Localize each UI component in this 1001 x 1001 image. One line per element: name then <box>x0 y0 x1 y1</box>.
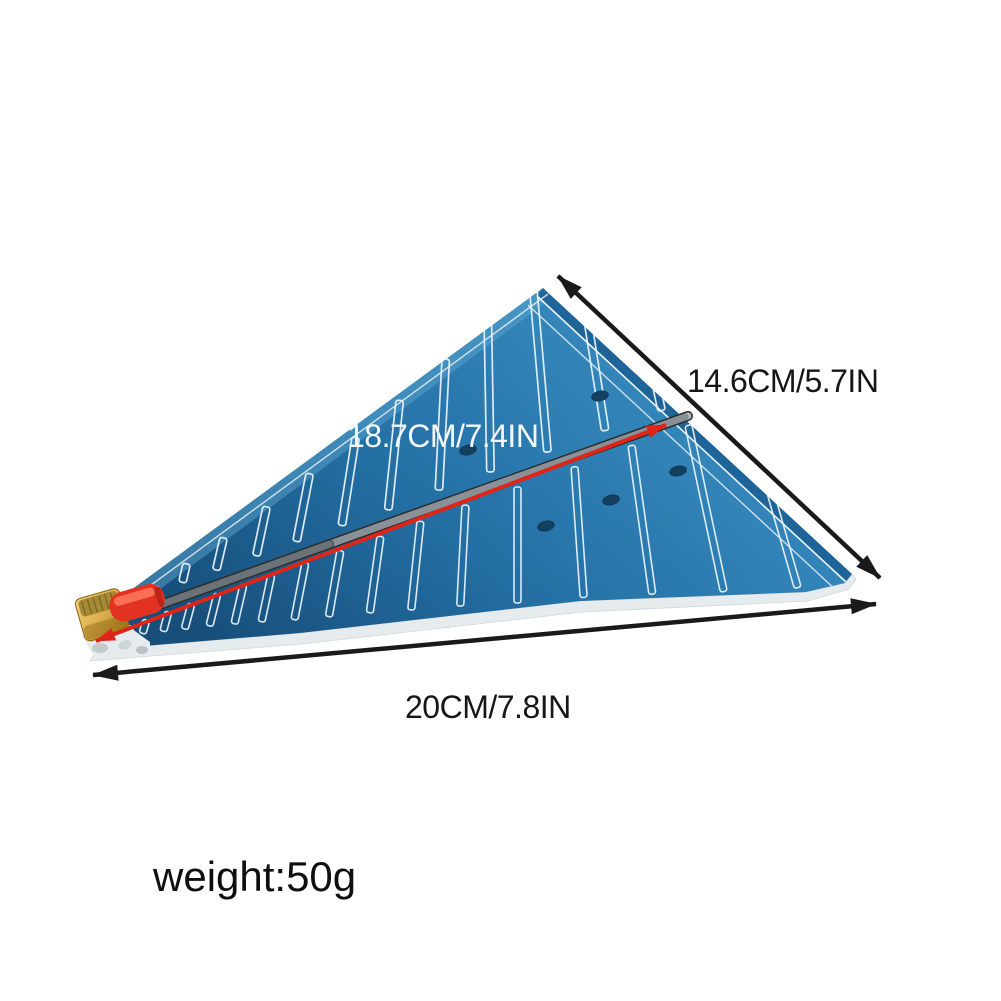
edge-dimension-arrow <box>556 274 882 580</box>
width-dimension-label: 20CM/7.8IN <box>405 689 571 725</box>
feedline-dimension-label: 18.7CM/7.4IN <box>347 418 538 454</box>
edge-dimension-label: 14.6CM/5.7IN <box>687 363 878 399</box>
width-dimension-arrow <box>92 598 877 681</box>
weight-label: weight:50g <box>152 853 356 900</box>
